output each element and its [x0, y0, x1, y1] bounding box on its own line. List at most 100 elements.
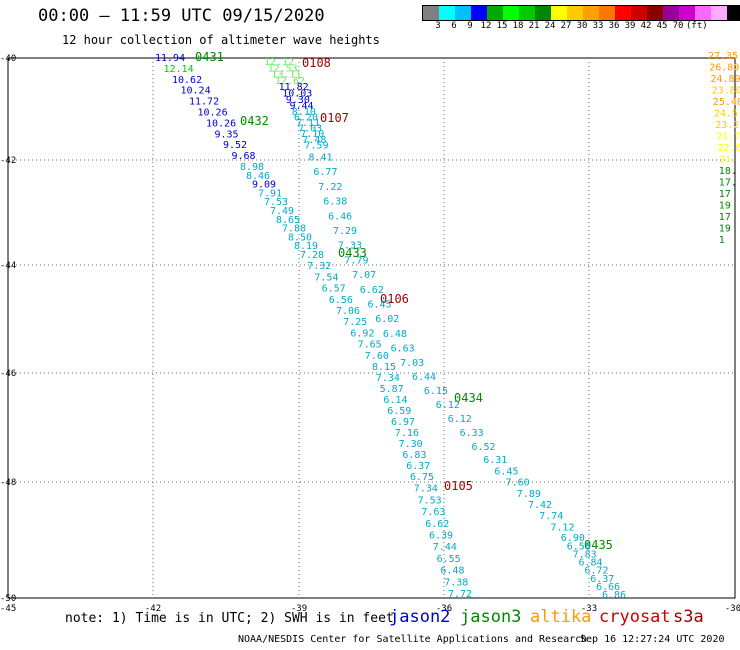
wave-height-label: 7.30 [399, 439, 423, 450]
colorbar-label: 45 [656, 21, 668, 31]
corner-tick-label: -45 [0, 604, 16, 614]
wave-height-label: 7.74 [539, 511, 563, 522]
wave-height-label: 23.80 [712, 86, 740, 97]
wave-height-label: 6.45 [494, 466, 518, 477]
colorbar-swatch [535, 6, 551, 20]
wave-height-label: 6.48 [383, 329, 407, 340]
pass-label: 0108 [302, 56, 331, 70]
wave-height-label: 6.46 [328, 211, 352, 222]
wave-height-label: 7.34 [414, 484, 438, 495]
y-tick-label: -44 [0, 261, 16, 271]
wave-height-label: 10.62 [172, 75, 202, 86]
legend-s3a: s3a [673, 607, 704, 627]
colorbar-label: 70 [672, 21, 684, 31]
wave-height-label: 7.06 [336, 306, 360, 317]
wave-height-label: 7.28 [300, 250, 324, 261]
wave-height-label: 6.37 [590, 574, 614, 585]
pass-label: 0435 [584, 538, 613, 552]
wave-height-label: 6.63 [391, 344, 415, 355]
colorbar-label: 18 [512, 21, 524, 31]
wave-height-label: 7.72 [448, 589, 472, 600]
colorbar-swatch [599, 6, 615, 20]
wave-height-label: 6.12 [436, 400, 460, 411]
pass-label: 0106 [380, 292, 409, 306]
wave-height-label: 6.57 [322, 284, 346, 295]
pass-label: 0434 [454, 391, 483, 405]
wave-height-label: 7.91 [258, 188, 282, 199]
colorbar-label: 3 [435, 21, 441, 31]
wave-height-label: 7.44 [433, 542, 457, 553]
wave-height-label: 5.87 [380, 384, 404, 395]
colorbar-swatch [583, 6, 599, 20]
wave-height-label: 6.20 [294, 112, 318, 123]
wave-height-label: 7.48 [302, 135, 326, 146]
colorbar-label: 33 [592, 21, 604, 31]
wave-height-label: 18. [719, 166, 737, 177]
wave-height-label: 6.14 [383, 395, 407, 406]
wave-height-label: 7.42 [528, 500, 552, 511]
wave-height-label: 7.54 [314, 272, 338, 283]
colorbar-label: 30 [576, 21, 588, 31]
colorbar-label: (ft) [686, 21, 708, 31]
wave-height-label: 6.48 [440, 566, 464, 577]
wave-height-label: 9.52 [223, 140, 247, 151]
colorbar-swatch [631, 6, 647, 20]
wave-height-label: 6.83 [402, 450, 426, 461]
colorbar-label: 42 [640, 21, 652, 31]
wave-height-label: 7.10 [300, 129, 324, 140]
wave-height-label: 7.12 [550, 522, 574, 533]
wave-height-label: 22.6 [718, 143, 740, 154]
pass-label: 0432 [240, 114, 269, 128]
wave-height-label: 10.26 [206, 118, 236, 129]
wave-height-label: 7.60 [365, 351, 389, 362]
wave-height-label: 6.77 [313, 167, 337, 178]
wave-height-label: 1 [719, 235, 725, 246]
colorbar-swatch [615, 6, 631, 20]
wave-height-label: 6.15 [424, 386, 448, 397]
wave-height-label: 10.26 [198, 108, 228, 119]
wave-height-label: 27.35 [708, 51, 738, 62]
wave-height-label: 6.45 [368, 300, 392, 311]
wave-height-label: 10.24 [181, 86, 211, 97]
colorbar-label: 27 [560, 21, 572, 31]
colorbar-swatch [711, 6, 727, 20]
pass-label: 0431 [195, 50, 224, 64]
wave-height-label: 6.55 [437, 554, 461, 565]
colorbar-swatch [487, 6, 503, 20]
colorbar-swatch [551, 6, 567, 20]
wave-height-label: 12.62 [275, 76, 305, 87]
map-frame [7, 57, 736, 599]
y-tick-label: -48 [0, 478, 16, 488]
wave-height-label: 8.15 [372, 362, 396, 373]
wave-height-label: 23.2 [715, 120, 739, 131]
wave-height-label: 24.5 [714, 109, 738, 120]
colorbar-swatch [679, 6, 695, 20]
wave-height-label: 7.65 [358, 340, 382, 351]
wave-height-label: 7.60 [506, 478, 530, 489]
x-tick-label: -42 [145, 604, 161, 614]
colorbar-label: 15 [496, 21, 508, 31]
wave-height-label: 11.82 [279, 82, 309, 93]
wave-height-label: 6.92 [350, 328, 374, 339]
wave-height-label: 7.89 [517, 489, 541, 500]
map-subtitle: 12 hour collection of altimeter wave hei… [62, 33, 380, 47]
wave-height-label: 19 [719, 224, 731, 235]
pass-label: 0433 [338, 246, 367, 260]
footer-credit: NOAA/NESDIS Center for Satellite Applica… [238, 634, 588, 645]
colorbar-label: 36 [608, 21, 620, 31]
colorbar-swatch [423, 6, 439, 20]
wave-height-label: 12.12 [264, 57, 294, 68]
wave-height-label: 8.50 [288, 232, 312, 243]
colorbar-swatch [567, 6, 583, 20]
colorbar-swatch [695, 6, 711, 20]
wave-height-label: 7.38 [444, 577, 468, 588]
colorbar-swatch [439, 6, 455, 20]
wave-height-label: 9.68 [232, 151, 256, 162]
wave-height-label: 6.66 [596, 582, 620, 593]
wave-height-label: 13.11 [271, 70, 301, 81]
x-tick-label: -30 [725, 604, 740, 614]
wave-height-label: 6.31 [483, 455, 507, 466]
wave-height-label: 7.59 [304, 140, 328, 151]
wave-height-label: 6.02 [375, 314, 399, 325]
